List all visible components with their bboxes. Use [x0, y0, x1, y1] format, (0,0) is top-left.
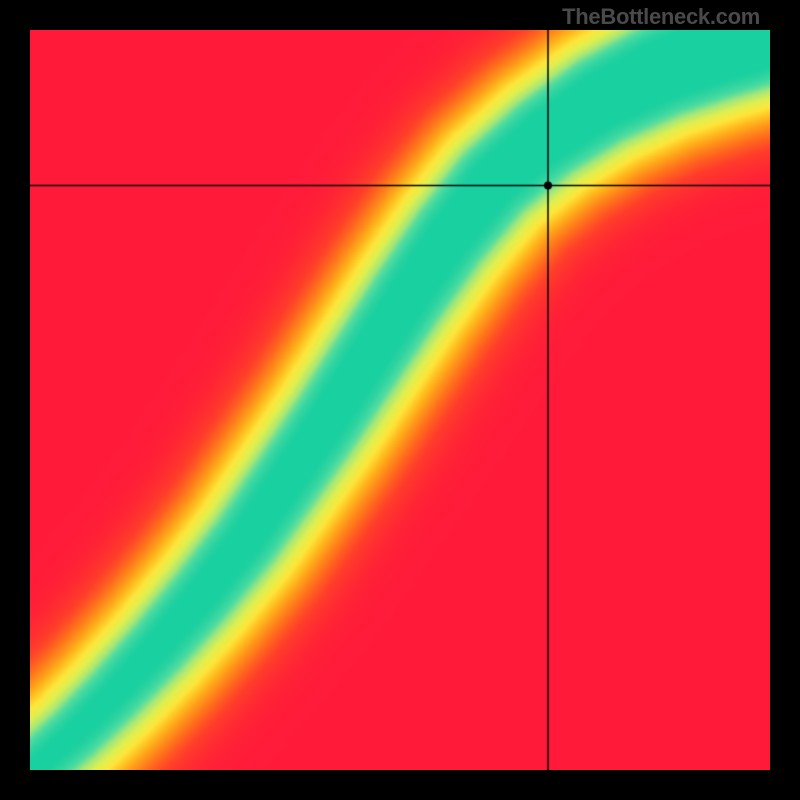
chart-container: { "watermark": "TheBottleneck.com", "cha…: [0, 0, 800, 800]
heatmap-plot: [30, 30, 770, 770]
watermark-text: TheBottleneck.com: [562, 4, 760, 30]
heatmap-canvas: [30, 30, 770, 770]
